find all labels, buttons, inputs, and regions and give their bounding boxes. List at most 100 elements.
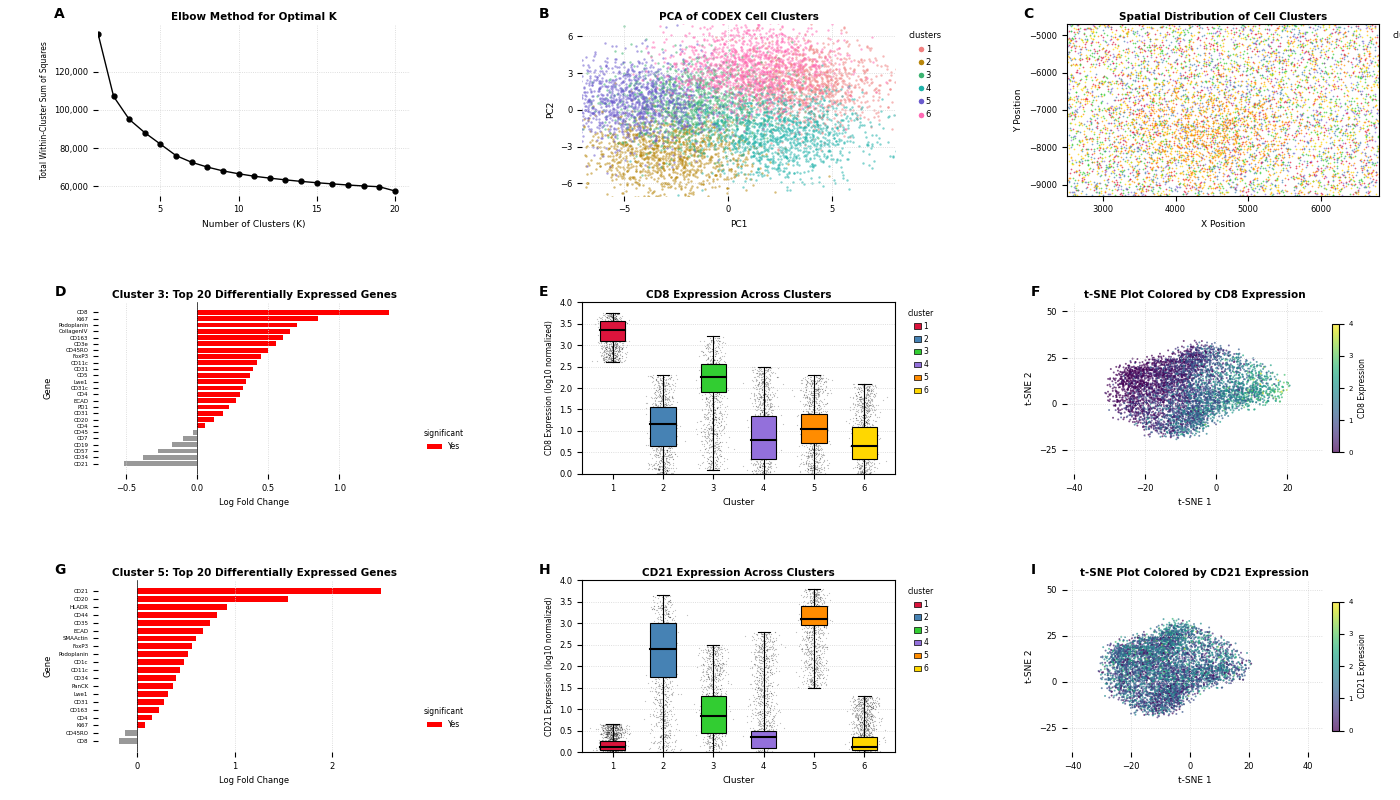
Point	[805, 438, 827, 450]
Point	[699, 177, 721, 190]
Point	[680, 101, 703, 114]
Point	[855, 422, 878, 434]
Point	[1138, 634, 1161, 646]
Point	[729, 52, 752, 65]
Point	[696, 667, 718, 680]
Point	[851, 419, 874, 432]
Point	[661, 133, 683, 146]
Point	[599, 120, 622, 133]
Point	[676, 116, 699, 129]
Point	[1179, 370, 1201, 383]
Point	[857, 382, 879, 395]
Point	[805, 431, 827, 444]
Point	[741, 706, 763, 719]
Point	[1204, 125, 1226, 138]
Point	[811, 90, 833, 102]
Point	[707, 112, 729, 125]
Point	[640, 414, 662, 426]
Point	[1156, 359, 1179, 372]
Point	[1113, 170, 1135, 182]
Point	[711, 114, 734, 127]
Point	[762, 118, 784, 131]
Point	[573, 120, 595, 133]
Point	[1093, 46, 1116, 58]
Point	[841, 67, 864, 80]
Point	[645, 82, 668, 94]
Point	[1264, 394, 1287, 407]
Point	[1177, 173, 1200, 186]
Point	[1200, 390, 1222, 403]
Point	[617, 728, 640, 741]
Point	[813, 118, 836, 131]
Point	[1336, 39, 1358, 52]
Point	[622, 134, 644, 147]
Point	[1070, 82, 1092, 95]
Point	[736, 123, 759, 136]
Point	[620, 122, 643, 135]
Point	[1249, 387, 1271, 400]
Point	[1127, 376, 1149, 389]
Point	[1221, 359, 1243, 372]
Point	[687, 118, 710, 130]
Point	[1243, 403, 1266, 416]
Point	[1225, 390, 1247, 403]
Point	[1137, 388, 1159, 401]
Point	[851, 394, 874, 406]
Point	[1193, 630, 1215, 642]
Point	[713, 657, 735, 670]
Point	[1180, 347, 1203, 360]
Point	[757, 44, 780, 57]
Point	[1277, 72, 1299, 85]
Point	[1179, 665, 1201, 678]
Point	[813, 454, 836, 466]
Point	[1263, 109, 1285, 122]
Point	[1138, 399, 1161, 412]
Point	[704, 745, 727, 758]
Point	[787, 60, 809, 73]
Point	[795, 603, 818, 616]
Point	[808, 131, 830, 144]
Point	[1134, 695, 1156, 708]
Point	[1254, 182, 1277, 195]
Point	[770, 121, 792, 134]
Point	[648, 694, 671, 707]
Point	[1077, 147, 1099, 160]
Point	[703, 386, 725, 398]
Point	[1179, 402, 1201, 414]
Point	[620, 105, 643, 118]
Point	[1176, 131, 1198, 144]
Point	[596, 728, 619, 741]
Point	[1165, 166, 1187, 179]
Point	[1124, 179, 1147, 192]
Point	[1308, 175, 1330, 188]
Point	[1207, 88, 1229, 101]
Point	[1303, 54, 1326, 66]
Point	[624, 142, 647, 154]
Point	[1256, 70, 1278, 82]
Point	[1088, 104, 1110, 117]
Point	[1138, 664, 1161, 677]
Point	[1161, 26, 1183, 38]
Point	[1261, 140, 1284, 153]
Point	[769, 94, 791, 106]
Point	[1274, 128, 1296, 141]
Point	[1348, 182, 1371, 194]
Point	[1218, 658, 1240, 671]
Point	[659, 705, 682, 718]
Point	[795, 370, 818, 382]
Point	[1116, 378, 1138, 390]
Point	[1147, 634, 1169, 647]
Point	[1224, 667, 1246, 680]
Point	[1187, 391, 1210, 404]
Point	[1071, 102, 1093, 115]
Point	[652, 73, 675, 86]
Point	[1194, 46, 1217, 59]
Point	[666, 142, 689, 155]
Point	[1208, 674, 1231, 686]
Point	[1191, 372, 1214, 385]
Point	[1232, 382, 1254, 394]
Point	[1215, 122, 1238, 135]
Point	[1162, 346, 1184, 359]
Point	[802, 619, 825, 632]
Point	[1165, 678, 1187, 690]
